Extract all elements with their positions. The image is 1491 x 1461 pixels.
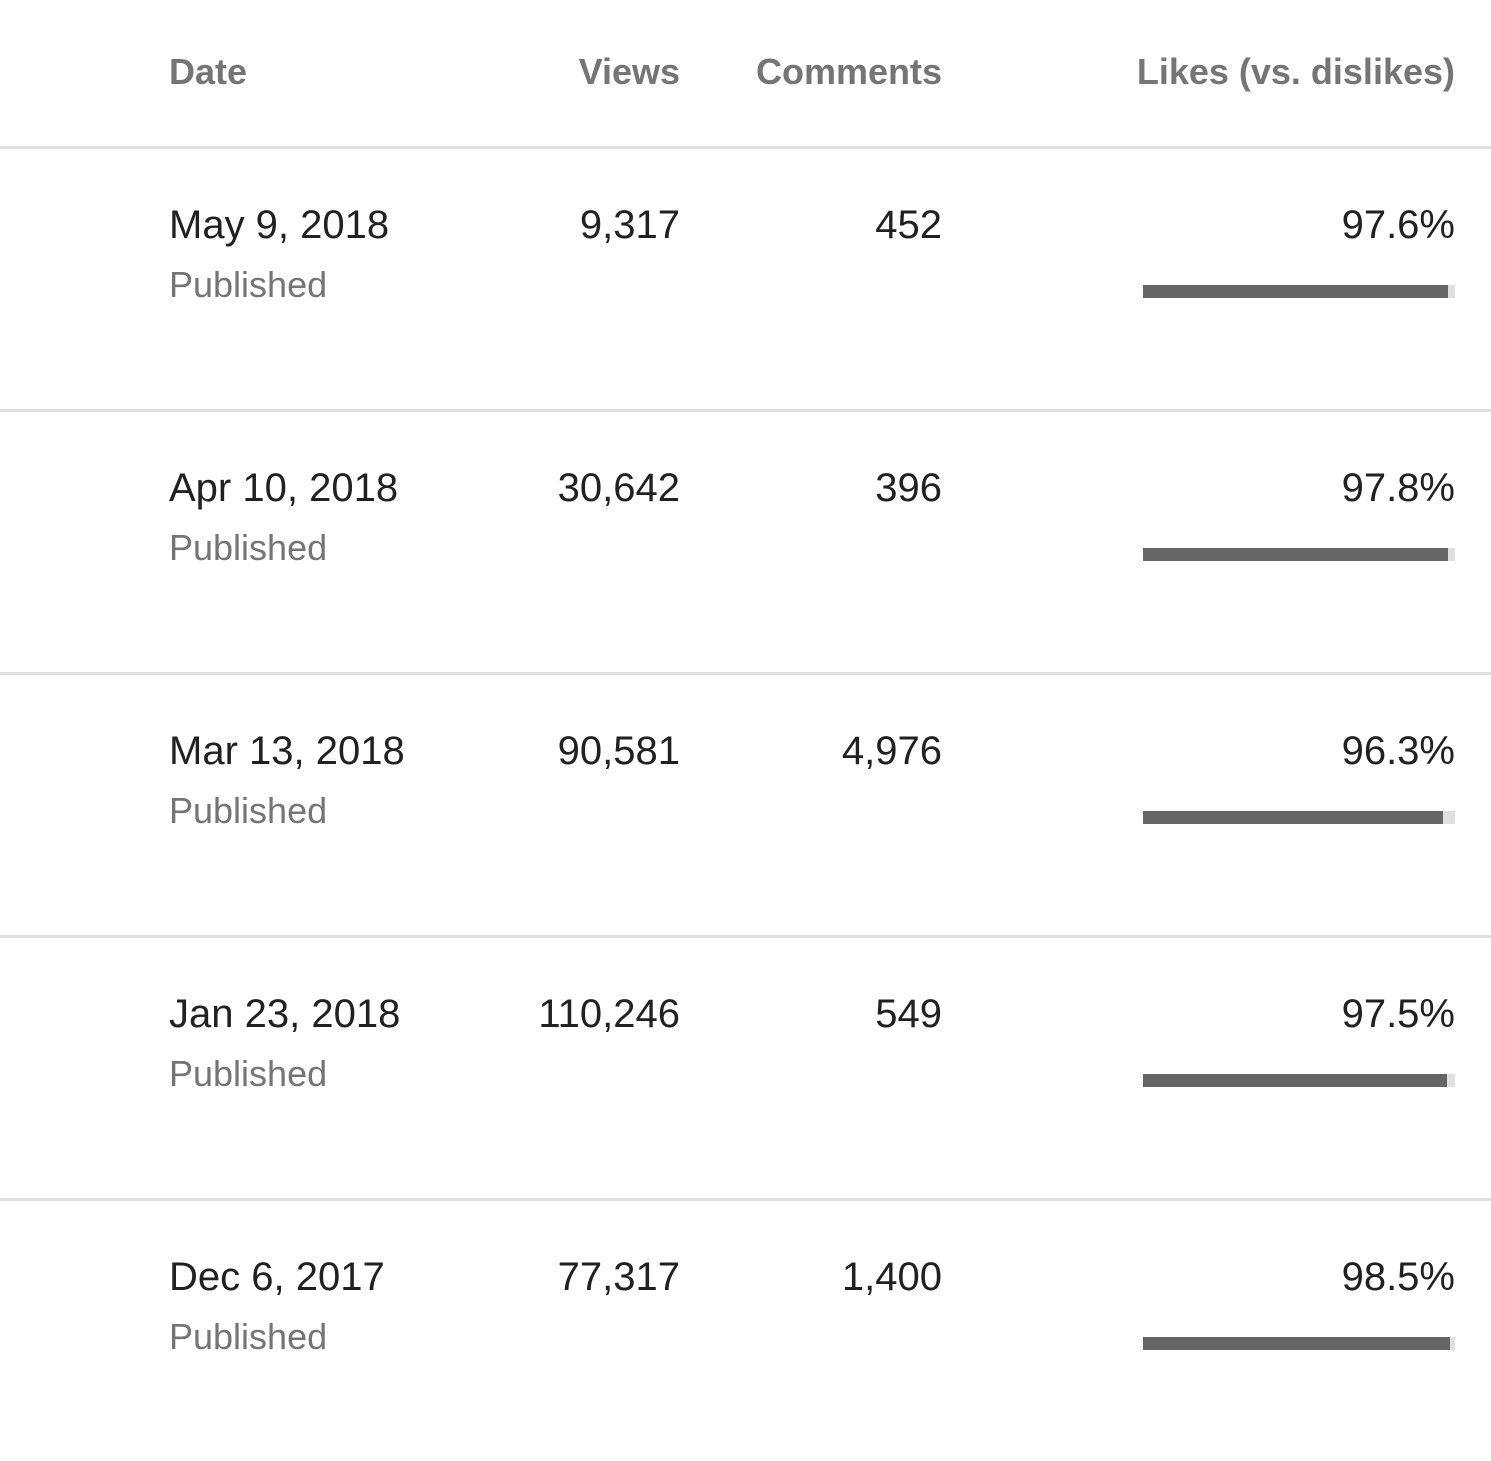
column-header-comments[interactable]: Comments	[755, 51, 942, 92]
table-header: Date Views Comments Likes (vs. dislikes)	[0, 0, 1491, 149]
row-likes-percent: 98.5%	[1341, 1255, 1455, 1299]
row-likes-percent: 97.5%	[1341, 992, 1455, 1036]
row-date: May 9, 2018	[169, 203, 390, 247]
row-likes-percent: 97.6%	[1341, 203, 1455, 247]
row-status: Published	[169, 527, 328, 568]
row-views: 77,317	[557, 1255, 680, 1299]
row-views: 30,642	[557, 466, 680, 510]
column-header-views[interactable]: Views	[578, 51, 680, 92]
likes-ratio-fill	[1143, 285, 1448, 298]
row-status: Published	[169, 790, 328, 831]
likes-ratio-fill	[1143, 1337, 1451, 1350]
table-row[interactable]: May 9, 2018 Published 9,317 452 97.6%	[0, 149, 1491, 412]
column-header-likes[interactable]: Likes (vs. dislikes)	[1136, 51, 1455, 92]
likes-ratio-bar	[1143, 811, 1455, 824]
row-comments: 452	[875, 203, 942, 247]
row-date: Dec 6, 2017	[169, 1255, 385, 1299]
table-row[interactable]: Jan 23, 2018 Published 110,246 549 97.5%	[0, 938, 1491, 1201]
row-views: 9,317	[579, 203, 680, 247]
table-row[interactable]: Dec 6, 2017 Published 77,317 1,400 98.5%	[0, 1201, 1491, 1461]
row-comments: 396	[875, 466, 942, 510]
likes-ratio-fill	[1143, 1074, 1448, 1087]
row-comments: 549	[875, 992, 942, 1036]
row-likes-percent: 96.3%	[1341, 729, 1455, 773]
likes-ratio-bar	[1143, 285, 1455, 298]
table-row[interactable]: Mar 13, 2018 Published 90,581 4,976 96.3…	[0, 675, 1491, 938]
likes-ratio-bar	[1143, 1074, 1455, 1087]
row-date: Jan 23, 2018	[169, 992, 401, 1036]
likes-ratio-bar	[1143, 1337, 1455, 1350]
row-date: Mar 13, 2018	[169, 729, 405, 773]
table-row[interactable]: Apr 10, 2018 Published 30,642 396 97.8%	[0, 412, 1491, 675]
row-date: Apr 10, 2018	[169, 466, 399, 510]
likes-ratio-bar	[1143, 548, 1455, 561]
column-header-date[interactable]: Date	[169, 51, 248, 92]
row-likes-percent: 97.8%	[1341, 466, 1455, 510]
row-comments: 4,976	[841, 729, 942, 773]
likes-ratio-fill	[1143, 811, 1444, 824]
likes-ratio-fill	[1143, 548, 1449, 561]
row-views: 90,581	[557, 729, 680, 773]
row-views: 110,246	[538, 992, 680, 1036]
row-status: Published	[169, 1053, 328, 1094]
row-status: Published	[169, 1316, 328, 1357]
row-status: Published	[169, 264, 328, 305]
row-comments: 1,400	[841, 1255, 942, 1299]
